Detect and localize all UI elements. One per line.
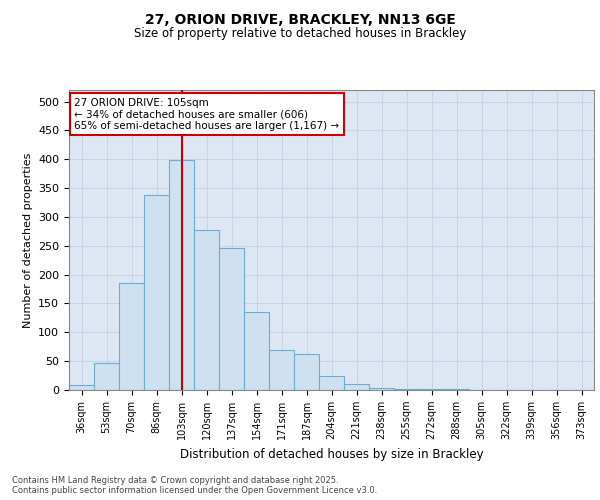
Text: 27 ORION DRIVE: 105sqm
← 34% of detached houses are smaller (606)
65% of semi-de: 27 ORION DRIVE: 105sqm ← 34% of detached… [74, 98, 340, 130]
Bar [244, 312, 269, 390]
Bar [394, 389, 419, 390]
Bar [219, 248, 244, 390]
Bar [144, 195, 169, 390]
X-axis label: Distribution of detached houses by size in Brackley: Distribution of detached houses by size … [179, 448, 484, 460]
Bar [169, 160, 194, 390]
Y-axis label: Number of detached properties: Number of detached properties [23, 152, 32, 328]
Bar [194, 230, 219, 390]
Text: 27, ORION DRIVE, BRACKLEY, NN13 6GE: 27, ORION DRIVE, BRACKLEY, NN13 6GE [145, 12, 455, 26]
Bar [119, 284, 144, 390]
Bar [269, 350, 294, 390]
Bar [294, 354, 319, 390]
Text: Size of property relative to detached houses in Brackley: Size of property relative to detached ho… [134, 28, 466, 40]
Bar [319, 376, 344, 390]
Bar [344, 384, 369, 390]
Bar [69, 386, 94, 390]
Bar [369, 388, 394, 390]
Bar [94, 364, 119, 390]
Text: Contains HM Land Registry data © Crown copyright and database right 2025.
Contai: Contains HM Land Registry data © Crown c… [12, 476, 377, 495]
